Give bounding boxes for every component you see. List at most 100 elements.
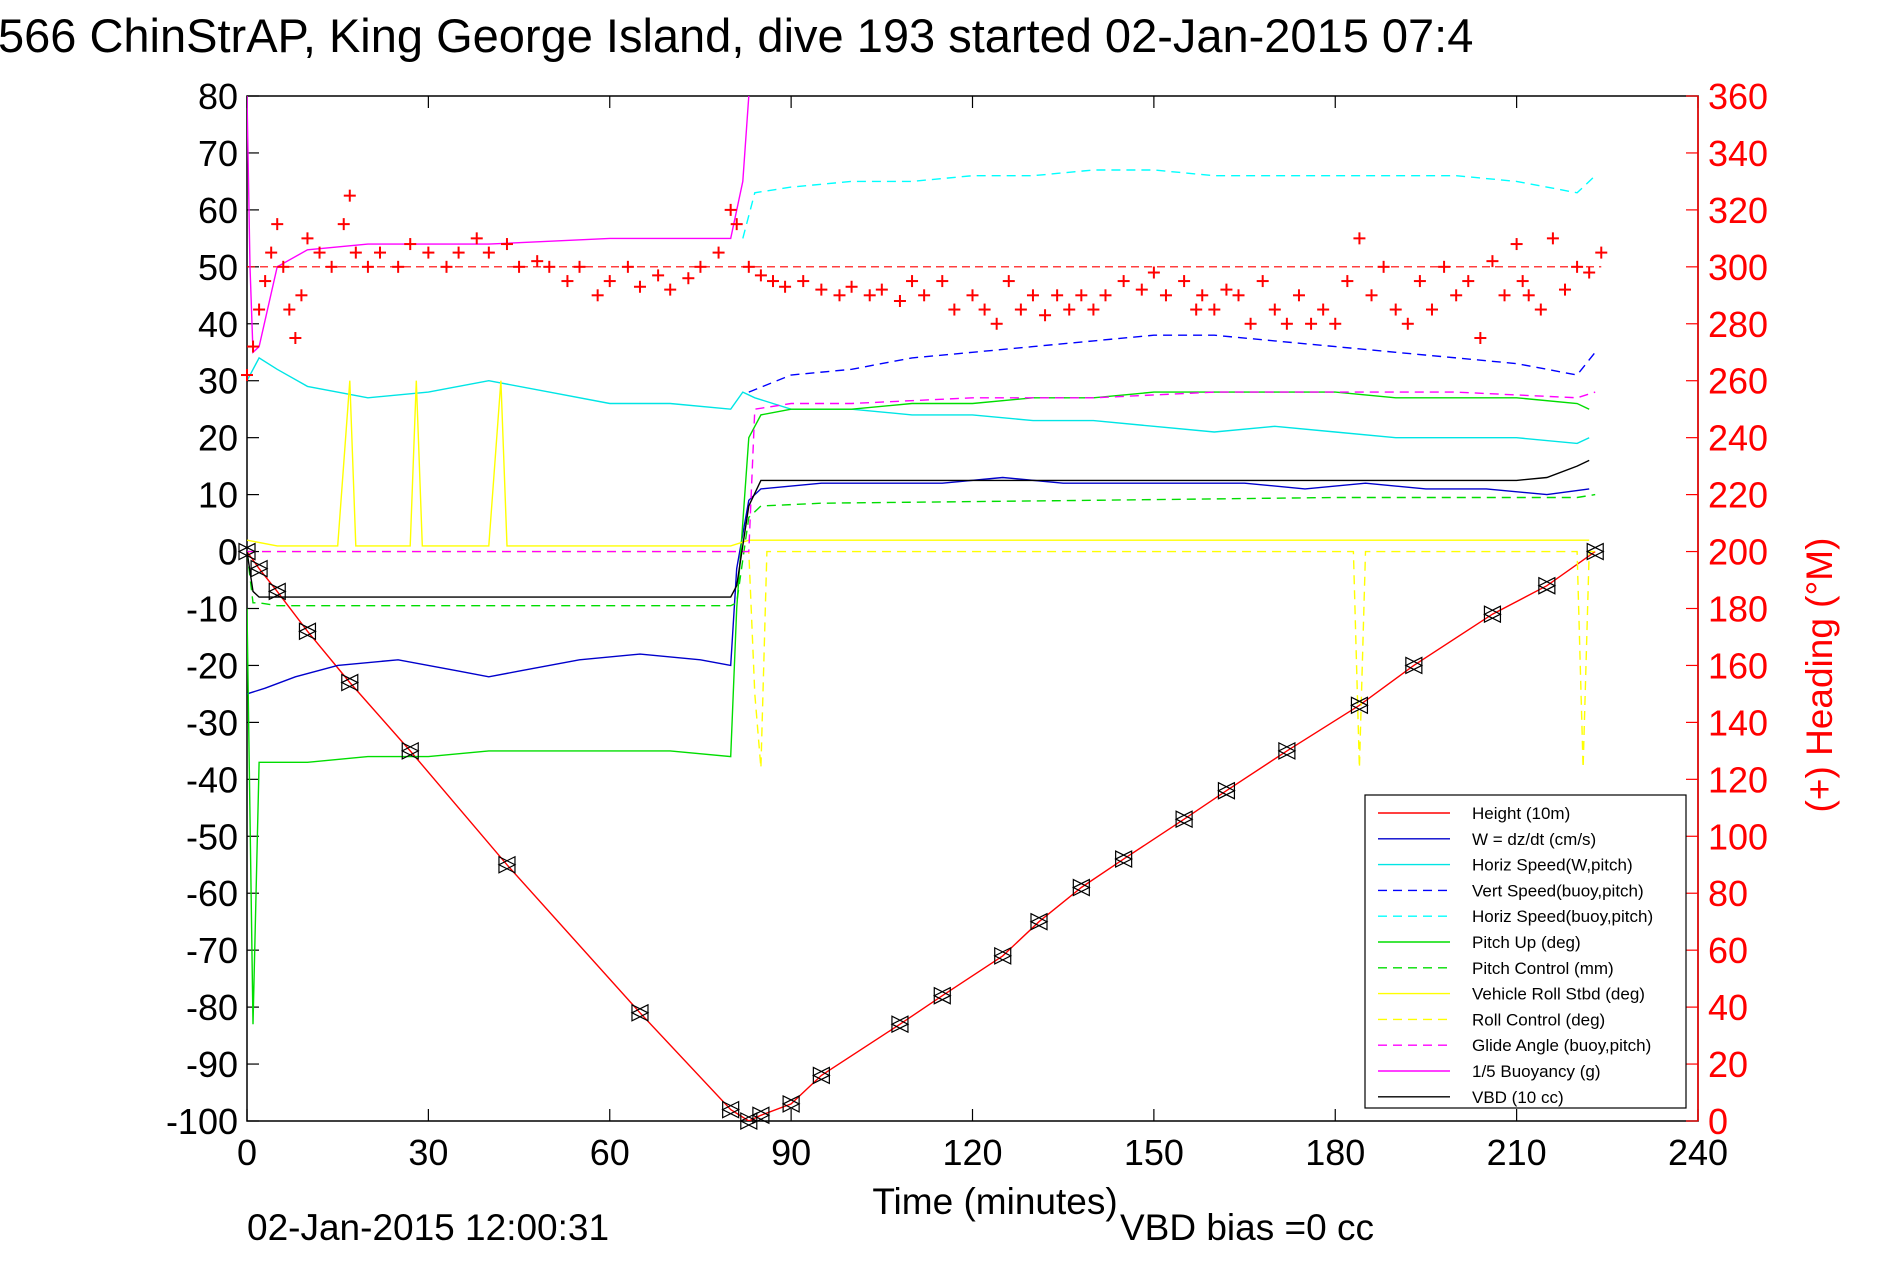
series-line-horiz-speed-buoy (742, 169, 1596, 239)
y2-tick-label: 120 (1708, 759, 1768, 800)
y-tick-label: -50 (186, 816, 238, 857)
height-marker (630, 1003, 650, 1022)
series-line-pitch-up (247, 391, 1590, 1025)
heading-point (1486, 255, 1499, 268)
heading-point (652, 269, 665, 282)
legend-label: Vehicle Roll Stbd (deg) (1472, 985, 1645, 1004)
heading-point (978, 303, 991, 316)
height-marker (1174, 810, 1194, 829)
y2-tick-label: 80 (1708, 873, 1748, 914)
heading-point (1413, 275, 1426, 288)
heading-point (1190, 303, 1203, 316)
height-marker (1217, 781, 1236, 800)
height-marker (1277, 741, 1297, 760)
y-tick-label: -10 (186, 589, 238, 630)
heading-point (845, 280, 858, 293)
heading-point (1438, 260, 1451, 273)
y-tick-label: -90 (186, 1044, 238, 1085)
legend-entry: Horiz Speed(buoy,pitch) (1378, 907, 1653, 926)
heading-point (1353, 232, 1366, 245)
height-marker (1537, 576, 1557, 595)
heading-point (1051, 289, 1064, 302)
heading-point (1583, 266, 1596, 279)
axes: 0 30 60 90 120 150 180 210 240-100-90-80-70-60-5… (166, 76, 1768, 1173)
x-tick-label: 150 (1124, 1132, 1184, 1173)
heading-point (361, 260, 374, 273)
height-marker (1585, 542, 1605, 561)
legend-label: Horiz Speed(buoy,pitch) (1472, 907, 1653, 926)
heading-point (591, 289, 604, 302)
series-line-pitch-control (247, 493, 1596, 607)
heading-point (295, 289, 308, 302)
heading-point (1002, 275, 1015, 288)
legend-entry: Pitch Up (deg) (1378, 933, 1581, 952)
heading-point (543, 260, 556, 273)
heading-point (482, 246, 495, 259)
height-marker (298, 622, 317, 641)
y-tick-label: 80 (198, 76, 238, 117)
y2-tick-label: 200 (1708, 532, 1768, 573)
legend-label: VBD (10 cc) (1472, 1088, 1564, 1107)
height-marker (237, 542, 257, 561)
legend-box (1364, 794, 1687, 1109)
series-line-height (247, 551, 1596, 1121)
heading-point (1244, 317, 1257, 330)
y2-tick-label: 20 (1708, 1044, 1748, 1085)
heading-point (452, 246, 465, 259)
height-marker (340, 673, 360, 692)
y-tick-label: -40 (186, 759, 238, 800)
heading-point (1232, 289, 1245, 302)
height-marker (249, 559, 269, 578)
heading-point (694, 260, 707, 273)
legend-entry: Horiz Speed(W,pitch) (1378, 856, 1633, 875)
heading-point (1014, 303, 1027, 316)
heading-point (1208, 303, 1221, 316)
heading-point (815, 283, 828, 296)
y2-tick-label: 60 (1708, 930, 1748, 971)
heading-point (1450, 289, 1463, 302)
heading-point (289, 332, 302, 345)
legend-entry: Vehicle Roll Stbd (deg) (1378, 985, 1645, 1004)
heading-point (283, 303, 296, 316)
x-tick-label: 0 (237, 1132, 257, 1173)
x-tick-label: 60 (590, 1132, 630, 1173)
x-tick-label: 120 (942, 1132, 1002, 1173)
heading-point (337, 218, 350, 231)
height-marker (781, 1094, 801, 1113)
heading-point (893, 295, 906, 307)
height-marker (1071, 878, 1091, 897)
legend-entry: Pitch Control (mm) (1378, 959, 1614, 978)
heading-point (301, 232, 314, 245)
y-tick-label: -100 (166, 1101, 238, 1142)
series-line-vbd (247, 459, 1590, 598)
heading-point (1462, 275, 1475, 288)
heading-point (1510, 238, 1523, 251)
heading-point (730, 218, 743, 231)
legend-label: Horiz Speed(W,pitch) (1472, 856, 1633, 875)
heading-point (863, 289, 876, 302)
heading-point (1220, 283, 1233, 296)
chart-title: 566 ChinStrAP, King George Island, dive … (0, 9, 1473, 62)
heading-point (1389, 303, 1402, 316)
y2-tick-label: 260 (1708, 361, 1768, 402)
heading-point (1377, 260, 1390, 273)
timestamp-label: 02-Jan-2015 12:00:31 (247, 1207, 609, 1248)
heading-point (1317, 303, 1330, 316)
heading-point (906, 275, 919, 288)
legend-entry: Glide Angle (buoy,pitch) (1378, 1036, 1651, 1055)
heading-point (259, 275, 272, 288)
heading-point (797, 275, 810, 288)
legend-entry: 1/5 Buoyancy (g) (1378, 1062, 1601, 1081)
y-tick-label: -60 (186, 873, 238, 914)
x-axis-label: Time (minutes) (872, 1181, 1117, 1222)
heading-point (531, 255, 544, 268)
y-tick-label: 0 (218, 532, 238, 573)
heading-point (271, 218, 284, 231)
y2-tick-label: 300 (1708, 247, 1768, 288)
heading-point (1178, 275, 1191, 288)
y2-tick-label: 160 (1708, 645, 1768, 686)
y2-tick-label: 240 (1708, 418, 1768, 459)
heading-point (325, 260, 338, 273)
x-tick-label: 90 (771, 1132, 811, 1173)
height-marker (497, 855, 517, 874)
